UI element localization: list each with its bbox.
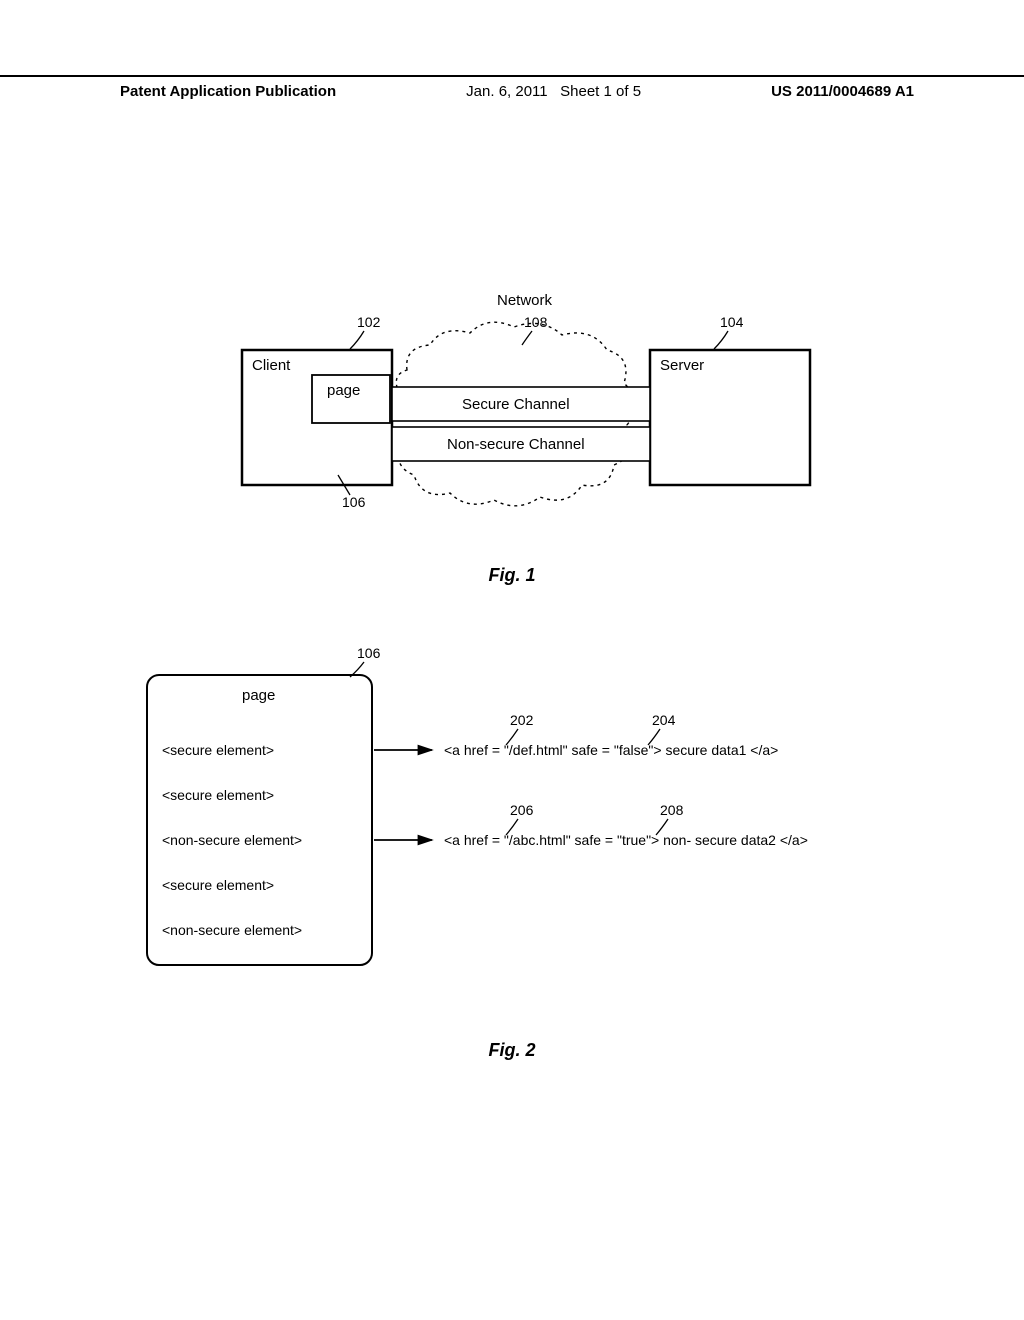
header-left: Patent Application Publication (120, 83, 336, 100)
element-0: <secure element> (162, 742, 274, 758)
ref-206: 206 (510, 802, 534, 818)
element-1: <secure element> (162, 787, 274, 803)
header-center: Jan. 6, 2011 Sheet 1 of 5 (466, 83, 641, 100)
figure-1: Client page Server Secure Channel Non-se… (0, 275, 1024, 586)
ref-104: 104 (720, 314, 744, 330)
element-2: <non-secure element> (162, 832, 302, 848)
ref-108: 108 (524, 314, 548, 330)
ref-106-fig1: 106 (342, 494, 366, 510)
fig2-caption: Fig. 2 (0, 1040, 1024, 1061)
network-label: Network (497, 292, 553, 309)
client-label: Client (252, 357, 291, 374)
arrow1-text: <a href = "/def.html" safe = "false"> se… (444, 742, 778, 758)
ref-102: 102 (357, 314, 381, 330)
page-header: Patent Application Publication Jan. 6, 2… (0, 75, 1024, 100)
fig1-caption: Fig. 1 (0, 565, 1024, 586)
secure-channel-label: Secure Channel (462, 396, 570, 413)
header-right: US 2011/0004689 A1 (771, 83, 914, 100)
ref-202: 202 (510, 712, 534, 728)
arrow2-text: <a href = "/abc.html" safe = "true"> non… (444, 832, 808, 848)
element-4: <non-secure element> (162, 922, 302, 938)
ref-208: 208 (660, 802, 684, 818)
page-label-fig2: page (242, 687, 275, 704)
server-label: Server (660, 357, 704, 374)
element-3: <secure element> (162, 877, 274, 893)
nonsecure-channel-label: Non-secure Channel (447, 436, 585, 453)
ref-106-fig2: 106 (357, 645, 381, 661)
figure-2: page <secure element> <secure element> <… (0, 630, 1024, 1061)
page-label: page (327, 382, 360, 399)
ref-204: 204 (652, 712, 676, 728)
